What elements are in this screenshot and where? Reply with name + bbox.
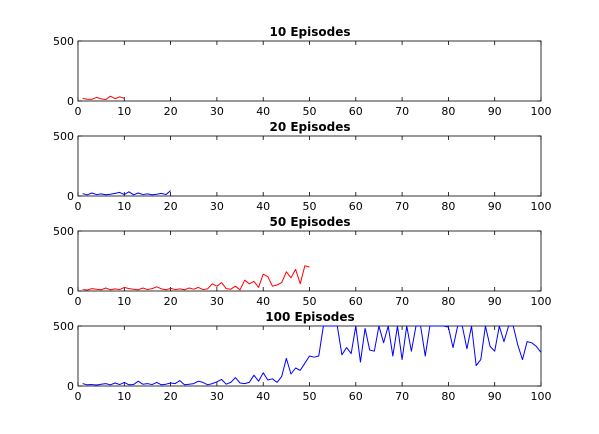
x-tick-label: 40: [256, 200, 270, 213]
subplot-title-2: 20 Episodes: [269, 120, 350, 134]
x-tick-label: 0: [75, 105, 82, 118]
x-tick-label: 70: [395, 105, 409, 118]
series-line: [82, 325, 542, 386]
x-tick-label: 70: [395, 390, 409, 403]
x-tick-label: 0: [75, 200, 82, 213]
series-line: [82, 190, 171, 196]
x-tick-label: 60: [349, 295, 363, 308]
x-tick-label: 90: [488, 295, 502, 308]
x-tick-label: 50: [303, 105, 317, 118]
x-tick-label: 60: [349, 105, 363, 118]
x-tick-label: 80: [441, 390, 455, 403]
x-tick-label: 60: [349, 200, 363, 213]
x-tick-label: 20: [164, 390, 178, 403]
axes-box: [77, 135, 542, 197]
x-tick-label: 70: [395, 200, 409, 213]
subplot-2: 20 Episodes 0 10 20 30 40 50 60 70 80 90 100 0 500: [53, 120, 552, 213]
y-tick-label: 0: [67, 190, 74, 203]
x-tick-label: 10: [117, 105, 131, 118]
x-tick-label: 100: [531, 295, 552, 308]
subplot-title-4: 100 Episodes: [265, 310, 354, 324]
x-tick-label: 10: [117, 295, 131, 308]
subplot-3: 50 Episodes 0 10 20 30 40 50 60 70 80 90 100 0 500: [53, 215, 552, 308]
x-tick-label: 80: [441, 200, 455, 213]
y-tick-label: 500: [53, 225, 74, 238]
series-line: [82, 265, 310, 291]
x-tick-label: 30: [210, 105, 224, 118]
x-tick-label: 30: [210, 390, 224, 403]
subplot-4: 100 Episodes 0 10 20 30 40 50 60 70 80 90 100 0 500: [53, 310, 552, 403]
y-tick-label: 500: [53, 35, 74, 48]
x-tick-label: 30: [210, 200, 224, 213]
x-tick-label: 90: [488, 390, 502, 403]
x-tick-label: 50: [303, 295, 317, 308]
y-tick-label: 500: [53, 130, 74, 143]
subplot-title-1: 10 Episodes: [269, 25, 350, 39]
x-tick-label: 0: [75, 390, 82, 403]
x-tick-label: 100: [531, 200, 552, 213]
x-tick-label: 40: [256, 105, 270, 118]
y-tick-label: 0: [67, 285, 74, 298]
x-tick-label: 80: [441, 295, 455, 308]
x-tick-label: 100: [531, 390, 552, 403]
x-tick-label: 70: [395, 295, 409, 308]
x-tick-label: 90: [488, 105, 502, 118]
x-tick-label: 10: [117, 390, 131, 403]
y-tick-label: 0: [67, 380, 74, 393]
subplot-title-3: 50 Episodes: [269, 215, 350, 229]
x-tick-label: 40: [256, 390, 270, 403]
x-tick-label: 50: [303, 390, 317, 403]
y-tick-label: 0: [67, 95, 74, 108]
x-tick-label: 10: [117, 200, 131, 213]
series-line: [82, 95, 125, 101]
axes-box: [77, 40, 542, 102]
y-tick-label: 500: [53, 320, 74, 333]
x-tick-label: 40: [256, 295, 270, 308]
subplot-1: 10 Episodes 0 10 20 30 40 50 60 70 80 90 100 0 500: [53, 25, 552, 118]
x-tick-label: 20: [164, 105, 178, 118]
x-tick-label: 30: [210, 295, 224, 308]
x-tick-label: 80: [441, 105, 455, 118]
x-tick-label: 100: [531, 105, 552, 118]
x-tick-label: 20: [164, 200, 178, 213]
x-tick-label: 20: [164, 295, 178, 308]
x-tick-label: 60: [349, 390, 363, 403]
x-tick-label: 0: [75, 295, 82, 308]
x-tick-label: 50: [303, 200, 317, 213]
x-tick-label: 90: [488, 200, 502, 213]
axes-box: [77, 230, 542, 292]
